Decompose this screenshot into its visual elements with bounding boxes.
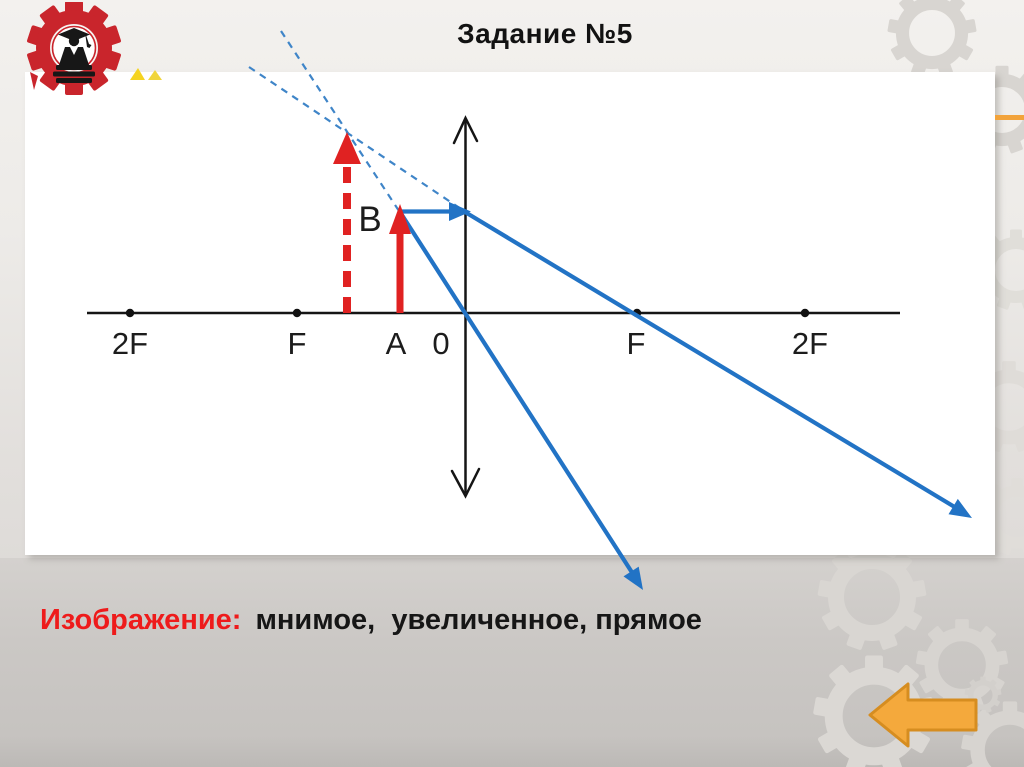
content-panel — [25, 72, 995, 555]
axis-label-2f-right: 2F — [791, 326, 829, 361]
axis-label-f-left: F — [287, 326, 307, 361]
slide-title: Задание №5 — [457, 18, 633, 49]
left-arrow-icon[interactable] — [868, 682, 978, 748]
gear-icon — [817, 543, 926, 650]
axis-label-origin: 0 — [432, 326, 450, 361]
axis-label-2f-left: 2F — [111, 326, 149, 361]
caption: Изображение: мнимое, увеличенное, прямое — [40, 604, 702, 637]
accent-line — [995, 115, 1024, 120]
gear-icon — [887, 0, 976, 77]
object-top-label: B — [358, 200, 382, 239]
axis-label-a: A — [385, 326, 407, 361]
graduate-icon — [53, 28, 95, 83]
logo-red-wedge — [30, 72, 38, 90]
bottom-band — [0, 558, 1024, 767]
caption-label: Изображение: — [40, 604, 242, 636]
axis-label-f-right: F — [626, 326, 646, 361]
caption-text: мнимое, увеличенное, прямое — [255, 604, 702, 636]
logo-yellow-accent — [148, 70, 162, 80]
back-button[interactable] — [863, 677, 983, 753]
gear-graduate-logo-icon — [27, 2, 162, 95]
logo-yellow-accent — [130, 68, 145, 80]
